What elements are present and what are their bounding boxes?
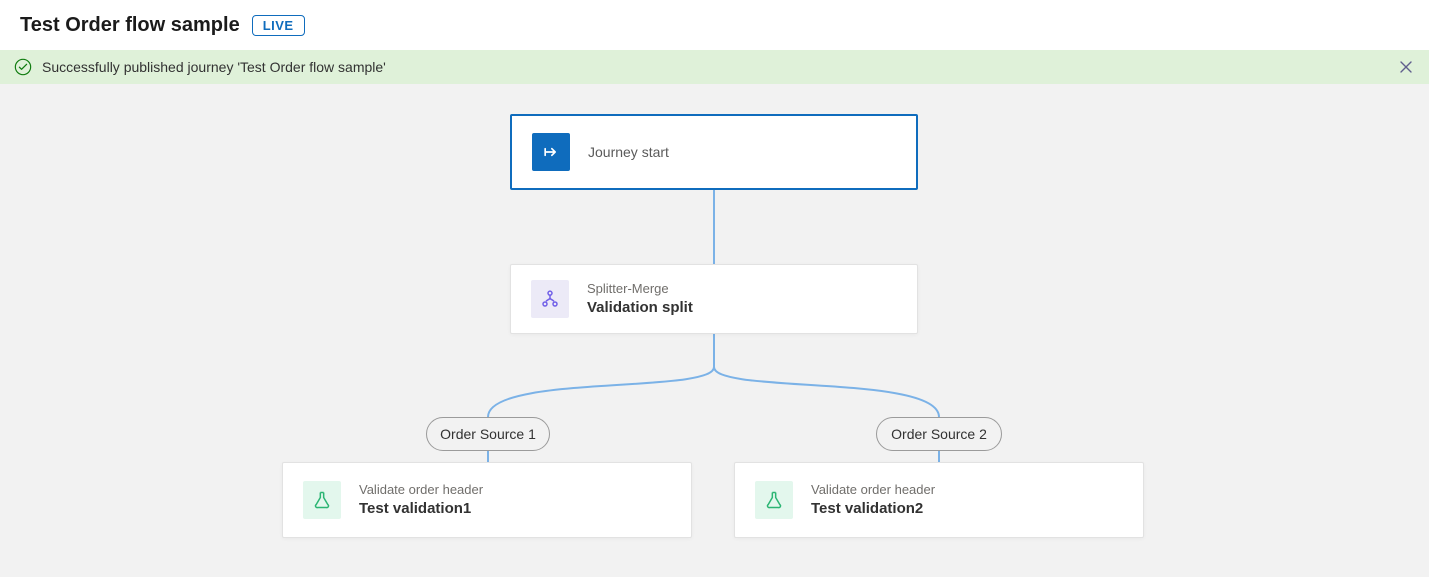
- validate-order-node-2[interactable]: Validate order header Test validation2: [734, 462, 1144, 538]
- flow-canvas: Journey start Splitter-Merge Validation …: [0, 84, 1429, 577]
- success-icon: [14, 58, 32, 76]
- flask-icon: [303, 481, 341, 519]
- splitter-merge-node[interactable]: Splitter-Merge Validation split: [510, 264, 918, 334]
- flask-icon: [755, 481, 793, 519]
- splitter-title-label: Validation split: [587, 298, 693, 318]
- split-icon: [531, 280, 569, 318]
- branch-pill-left[interactable]: Order Source 1: [426, 417, 550, 451]
- leaf2-type-label: Validate order header: [811, 481, 935, 499]
- page-title: Test Order flow sample: [20, 14, 240, 37]
- leaf1-title-label: Test validation1: [359, 499, 483, 519]
- banner-text: Successfully published journey 'Test Ord…: [42, 59, 386, 75]
- status-badge: LIVE: [252, 15, 305, 36]
- leaf2-title-label: Test validation2: [811, 499, 935, 519]
- start-icon: [532, 133, 570, 171]
- journey-start-node[interactable]: Journey start: [510, 114, 918, 190]
- splitter-type-label: Splitter-Merge: [587, 280, 693, 298]
- leaf1-type-label: Validate order header: [359, 481, 483, 499]
- close-icon[interactable]: [1397, 58, 1415, 76]
- journey-start-label: Journey start: [588, 143, 669, 162]
- validate-order-node-1[interactable]: Validate order header Test validation1: [282, 462, 692, 538]
- branch-pill-right[interactable]: Order Source 2: [876, 417, 1002, 451]
- page-header: Test Order flow sample LIVE: [0, 0, 1429, 50]
- success-banner: Successfully published journey 'Test Ord…: [0, 50, 1429, 84]
